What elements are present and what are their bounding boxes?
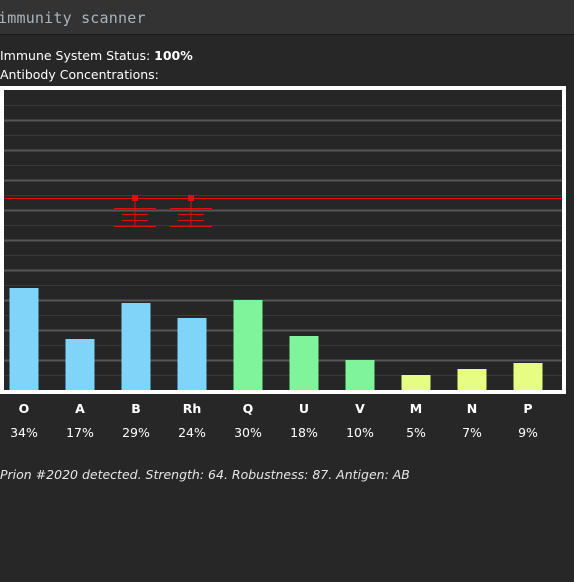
percent-label-v: 10% — [346, 425, 374, 440]
bar-v — [345, 360, 375, 390]
category-label-u: U — [298, 401, 310, 416]
percent-label-b: 29% — [122, 425, 150, 440]
title-bar: immunity scanner — [0, 0, 574, 35]
percent-label-n: 7% — [462, 425, 482, 440]
percent-label-m: 5% — [406, 425, 426, 440]
bar-q — [233, 300, 263, 390]
percent-label-p: 9% — [518, 425, 538, 440]
window-title: immunity scanner — [0, 9, 146, 27]
bar-m — [401, 375, 431, 390]
prion-detection-message: Prion #2020 detected. Strength: 64. Robu… — [0, 467, 410, 482]
immune-status-value: 100% — [154, 48, 193, 63]
bar-p — [513, 363, 543, 390]
category-label-o: O — [18, 401, 30, 416]
bar-n — [457, 369, 487, 390]
bar-o — [9, 288, 39, 390]
antibody-chart-svg — [4, 105, 562, 390]
immune-status: Immune System Status: 100% — [0, 48, 193, 63]
bar-u — [289, 336, 319, 390]
category-label-p: P — [523, 401, 533, 416]
percent-label-u: 18% — [290, 425, 318, 440]
bar-b — [121, 303, 151, 390]
percent-label-o: 34% — [10, 425, 38, 440]
immune-status-label: Immune System Status: — [0, 48, 155, 63]
category-label-n: N — [466, 401, 478, 416]
category-label-v: V — [355, 401, 365, 416]
category-label-b: B — [131, 401, 141, 416]
category-label-q: Q — [242, 401, 254, 416]
percent-label-q: 30% — [234, 425, 262, 440]
category-label-a: A — [75, 401, 85, 416]
percent-label-a: 17% — [66, 425, 94, 440]
antibody-chart — [0, 86, 566, 394]
bar-rh — [177, 318, 207, 390]
category-label-m: M — [409, 401, 423, 416]
percent-label-rh: 24% — [178, 425, 206, 440]
antibody-concentrations-label: Antibody Concentrations: — [0, 67, 159, 82]
category-label-rh: Rh — [182, 401, 202, 416]
bar-a — [65, 339, 95, 390]
